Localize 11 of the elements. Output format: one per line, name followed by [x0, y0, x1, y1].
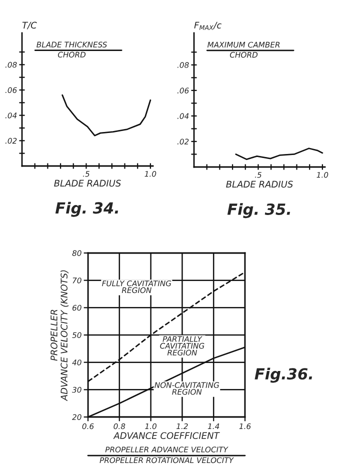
text: Fig.36.: [254, 368, 312, 383]
x-axis-title: BLADE RADIUS: [54, 180, 121, 187]
line-series: [235, 148, 324, 160]
y-axis-title: PROPELLER ADVANCE VELOCITY (KNOTS): [50, 270, 69, 402]
x-axis-title: ADVANCE COEFFICIENT: [113, 432, 220, 440]
line-series: [62, 94, 152, 136]
text: Fig. 34.: [55, 202, 118, 217]
x-axis-title: BLADE RADIUS: [226, 180, 293, 188]
text: Fig. 35.: [227, 203, 290, 218]
y-axis-title: F$_{MAX}$/c: [194, 22, 222, 30]
y-axis-title: T/C: [22, 22, 37, 30]
